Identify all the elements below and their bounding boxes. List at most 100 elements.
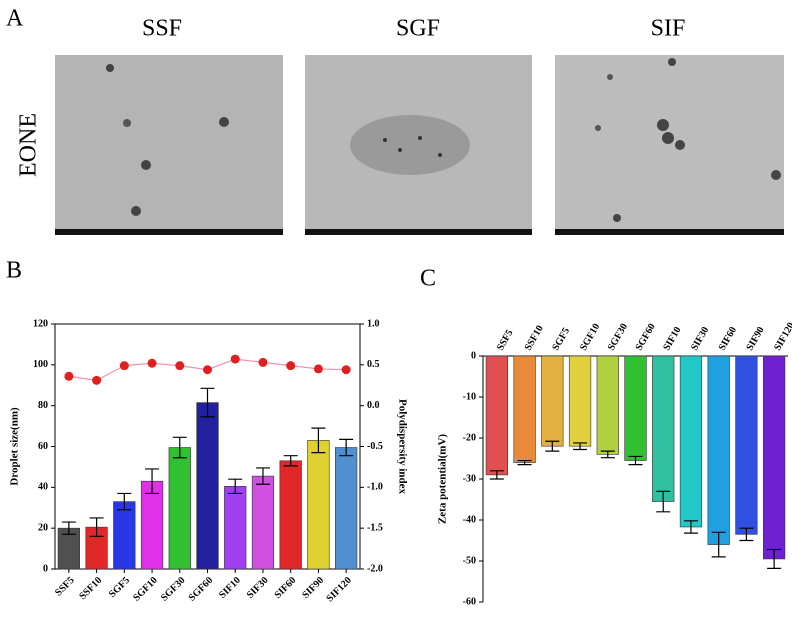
x-tick-label: SGF5 <box>107 575 132 600</box>
y-axis-title: Zeta potential(mV) <box>437 434 449 524</box>
x-tick-label: SSF10 <box>523 324 546 353</box>
y-tick-label: 20 <box>38 522 48 533</box>
y-tick-label: -30 <box>463 473 476 484</box>
x-tick-label: SIF90 <box>744 325 766 353</box>
bar <box>485 355 508 476</box>
bar <box>224 486 247 570</box>
y-tick-label: -50 <box>463 555 476 566</box>
x-tick-label: SIF60 <box>273 575 299 601</box>
error-bar <box>61 521 76 535</box>
error-bar <box>628 455 643 466</box>
column-label: SIF <box>651 16 686 42</box>
bar <box>140 480 164 570</box>
y-tick-label: 0 <box>471 350 476 361</box>
error-bar <box>739 527 754 542</box>
pdi-point <box>203 365 212 375</box>
micrograph <box>55 55 283 235</box>
bar <box>335 447 358 570</box>
x-tick-label: SSF10 <box>77 575 104 602</box>
pdi-point <box>341 365 351 375</box>
micrograph <box>555 55 784 235</box>
bar <box>763 355 786 560</box>
y-tick-label: 40 <box>38 482 48 493</box>
y2-tick-label: 0.0 <box>367 400 380 411</box>
panel-label: B <box>6 258 22 284</box>
error-bar <box>339 438 354 457</box>
bar <box>541 355 564 447</box>
y2-tick-label: -2.0 <box>367 563 383 574</box>
bar <box>679 355 703 528</box>
x-tick-label: SIF120 <box>772 321 792 353</box>
pdi-point <box>286 361 296 371</box>
x-tick-label: SIF10 <box>661 325 683 353</box>
pdi-point <box>313 364 323 374</box>
bar <box>735 355 758 535</box>
x-tick-label: SSF5 <box>53 575 77 599</box>
bar <box>707 355 730 545</box>
x-tick-label: SIF30 <box>245 575 271 601</box>
x-tick-label: SIF60 <box>717 325 739 353</box>
error-bar <box>683 520 698 534</box>
bar <box>307 440 330 570</box>
bar <box>652 355 675 502</box>
error-bar <box>767 548 782 569</box>
error-bar <box>255 467 270 485</box>
pdi-point <box>147 358 157 368</box>
x-tick-label: SIF30 <box>689 325 711 353</box>
micrograph <box>305 55 532 235</box>
x-tick-label: SIF10 <box>217 575 243 601</box>
error-bar <box>489 470 504 480</box>
error-bar <box>117 492 132 511</box>
bar <box>596 355 619 455</box>
bar <box>513 355 536 463</box>
y2-tick-label: 1.0 <box>367 318 380 329</box>
row-label: EONE <box>16 113 42 177</box>
y-tick-label: -60 <box>463 596 476 607</box>
x-tick-label: SGF5 <box>550 326 572 353</box>
x-tick-label: SGF30 <box>606 322 630 353</box>
error-bar <box>89 517 104 537</box>
bar <box>251 475 275 570</box>
bar <box>279 460 302 570</box>
x-tick-label: SGF10 <box>131 575 160 604</box>
pdi-point <box>175 361 185 371</box>
bar <box>113 501 136 570</box>
pdi-point <box>258 357 268 367</box>
error-bar <box>145 468 160 495</box>
error-bar <box>311 427 326 454</box>
y2-tick-label: -0.5 <box>367 441 383 452</box>
x-tick-label: SGF30 <box>159 575 188 604</box>
y-tick-label: 100 <box>33 359 48 370</box>
y-tick-label: 80 <box>38 400 48 411</box>
pdi-point <box>64 371 74 381</box>
pdi-point <box>230 354 240 364</box>
bar <box>624 355 647 461</box>
pdi-point <box>119 361 129 371</box>
panel-label: A <box>6 6 24 32</box>
error-bar <box>600 450 615 459</box>
error-bar <box>711 531 726 558</box>
x-tick-label: SSF5 <box>495 328 516 353</box>
error-bar <box>545 440 560 452</box>
error-bar <box>517 459 532 466</box>
y2-tick-label: 0.5 <box>367 359 380 370</box>
panel-label: C <box>420 266 436 292</box>
bar <box>168 447 191 570</box>
column-label: SGF <box>396 16 440 42</box>
error-bar <box>172 436 187 459</box>
y-tick-label: -40 <box>463 514 476 525</box>
y-tick-label: -20 <box>463 432 476 443</box>
y2-axis-title: Polydispersity index <box>396 399 408 495</box>
x-tick-label: SGF60 <box>634 322 658 353</box>
error-bar <box>573 442 588 451</box>
y2-tick-label: -1.0 <box>367 482 383 493</box>
x-tick-label: SIF120 <box>324 575 353 604</box>
error-bar <box>228 478 243 495</box>
bar <box>568 355 592 447</box>
x-tick-label: SGF60 <box>187 575 216 604</box>
y-tick-label: 60 <box>38 441 48 452</box>
y-tick-label: 120 <box>33 318 48 329</box>
y-tick-label: -10 <box>463 391 476 402</box>
y-tick-label: 0 <box>43 563 48 574</box>
